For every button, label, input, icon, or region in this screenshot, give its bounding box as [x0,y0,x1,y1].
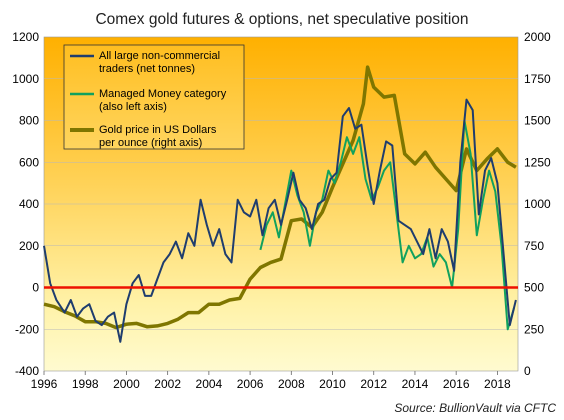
x-tick-label: 2008 [278,377,305,391]
left-axis: -400 -200 0 200 400 600 800 1000 1200 [12,30,39,378]
x-tick-label: 2010 [319,377,346,391]
y-left-tick-label: 600 [19,155,39,169]
chart-title: Comex gold futures & options, net specul… [95,11,468,28]
legend: All large non-commercial traders (net ton… [63,44,245,150]
series-layer [43,65,517,343]
y-left-tick-label: 200 [19,239,39,253]
x-tick-label: 2012 [360,377,387,391]
series-line-gold-price [43,65,517,330]
right-axis: 0 250 500 750 1000 1250 1500 1750 2000 [524,30,551,378]
y-left-tick-label: -200 [15,322,39,336]
y-right-tick-label: 1500 [524,114,551,128]
y-left-tick-label: -400 [15,364,39,378]
y-right-tick-label: 500 [524,281,544,295]
x-tick-label: 2006 [237,377,264,391]
y-left-tick-label: 0 [32,281,39,295]
y-right-tick-label: 2000 [524,30,551,44]
legend-label-non-commercial: All large non-commercial traders (net ton… [99,50,220,75]
y-right-tick-label: 1250 [524,155,551,169]
legend-label-gold-price: Gold price in US Dollars per ounce (right… [99,124,217,149]
y-right-tick-label: 0 [524,364,531,378]
x-tick-label: 2016 [443,377,470,391]
x-tick-label: 2002 [154,377,181,391]
x-tick-label: 1996 [31,377,58,391]
series-line-non-commercial [43,98,517,343]
source-note: Source: BullionVault via CFTC [394,401,556,415]
x-tick-label: 1998 [72,377,99,391]
y-right-tick-label: 250 [524,322,544,336]
y-left-tick-label: 400 [19,197,39,211]
y-right-tick-label: 1750 [524,72,551,86]
x-tick-label: 2000 [113,377,140,391]
series-line-managed-money [259,119,515,331]
x-tick-label: 2004 [196,377,223,391]
y-left-tick-label: 1200 [12,30,39,44]
x-tick-label: 2018 [484,377,511,391]
y-right-tick-label: 750 [524,239,544,253]
x-axis: 1996 1998 2000 2002 2004 2006 2008 2010 2012 2014… [31,371,511,391]
y-left-tick-label: 1000 [12,72,39,86]
legend-label-managed-money: Managed Money category (also left axis) [99,88,227,113]
x-tick-label: 2014 [402,377,429,391]
y-left-tick-label: 800 [19,114,39,128]
y-right-tick-label: 1000 [524,197,551,211]
